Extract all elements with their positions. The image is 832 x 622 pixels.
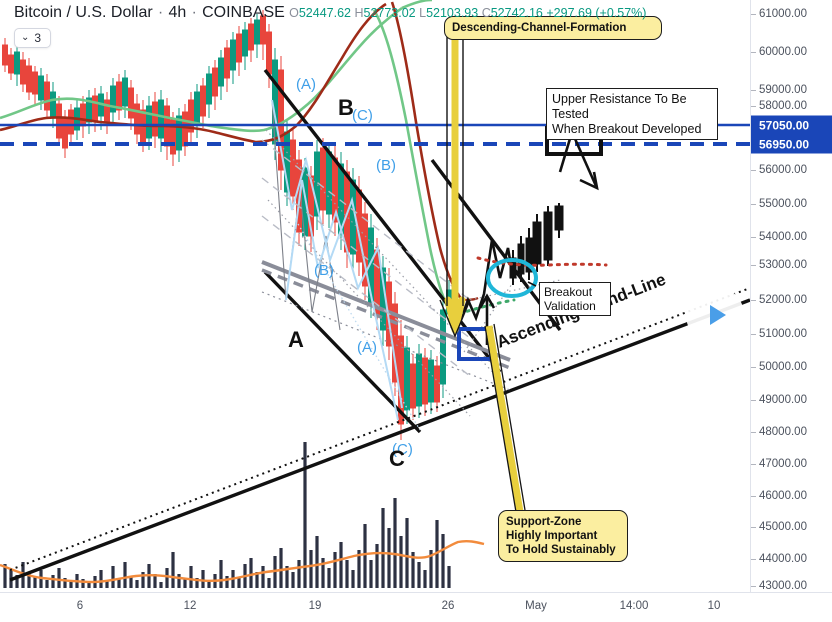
price-level-badge[interactable]: 57050.00 (751, 115, 832, 135)
price-tick: 48000.00 (751, 426, 807, 438)
time-tick: 14:00 (619, 600, 649, 612)
indicator-count-label: 3 (34, 31, 42, 45)
callout-descending-channel[interactable]: Descending-Channel-Formation (444, 16, 662, 41)
callout-support-zone[interactable]: Support-Zone Highly Important To Hold Su… (498, 510, 628, 563)
time-tick: 19 (308, 600, 322, 612)
price-level-badge[interactable]: 56950.00 (751, 134, 832, 154)
price-tick: 51000.00 (751, 328, 807, 340)
price-tick: 46000.00 (751, 490, 807, 502)
price-tick: 56000.00 (751, 164, 807, 176)
price-tick: 59000.00 (751, 84, 807, 96)
time-tick: May (525, 600, 547, 612)
breakout-validation-leader (527, 281, 537, 287)
price-tick: 61000.00 (751, 8, 807, 20)
ma-slow-descend (390, 1, 464, 301)
price-axis[interactable]: 61000.00 60000.00 59000.00 58000.00 56000.00… (750, 0, 832, 592)
price-tick: 53000.00 (751, 259, 807, 271)
time-tick: 10 (707, 600, 721, 612)
resistance-down-arrow (558, 131, 599, 191)
ascending-trendline (9, 298, 750, 582)
chart-plot-area[interactable] (0, 0, 750, 592)
projected-breakout-candles (509, 203, 564, 285)
volume-ma-line (0, 539, 485, 584)
price-tick: 54000.00 (751, 231, 807, 243)
subwave-construction-lines (261, 99, 561, 431)
price-tick: 44000.00 (751, 553, 807, 565)
support-zone-pointer (484, 323, 526, 513)
price-tick: 43000.00 (751, 580, 807, 592)
time-tick: 26 (441, 600, 455, 612)
time-tick: 12 (183, 600, 197, 612)
indicator-count-badge[interactable]: ⌄ 3 (14, 28, 52, 48)
volume-bars (3, 442, 451, 588)
price-tick: 47000.00 (751, 458, 807, 470)
descending-channel-pointer (439, 34, 471, 338)
ma-slow-line (0, 2, 387, 144)
price-tick: 52000.00 (751, 294, 807, 306)
time-tick: 6 (76, 600, 84, 612)
time-axis[interactable]: 6 12 19 26 May 14:00 10 (0, 592, 832, 622)
price-tick: 49000.00 (751, 394, 807, 406)
price-tick: 58000.00 (751, 100, 807, 112)
callout-upper-resistance[interactable]: Upper Resistance To Be Tested When Break… (546, 88, 718, 141)
chevron-down-icon[interactable]: ⌄ (21, 32, 30, 43)
ma-fast-descend (372, 9, 454, 317)
ma-fast-line (0, 6, 403, 133)
projected-price-path (450, 239, 514, 326)
play-button[interactable] (686, 286, 744, 344)
price-tick: 60000.00 (751, 46, 807, 58)
breakout-validation-circle (486, 258, 538, 298)
price-tick: 50000.00 (751, 361, 807, 373)
ma-fast-line-right (401, 0, 433, 10)
price-tick: 45000.00 (751, 521, 807, 533)
price-tick: 55000.00 (751, 198, 807, 210)
play-icon (709, 305, 726, 325)
callout-breakout-validation[interactable]: Breakout Validation (539, 282, 611, 317)
